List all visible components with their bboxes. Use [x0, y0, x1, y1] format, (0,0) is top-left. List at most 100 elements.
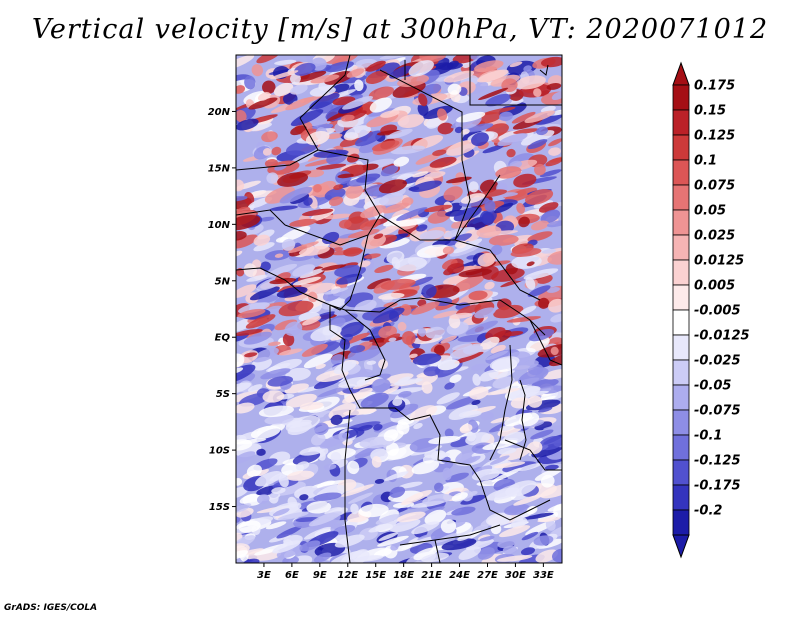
field-cell — [360, 205, 386, 219]
field-cell — [250, 425, 281, 440]
field-cell — [236, 503, 252, 513]
field-cell — [236, 550, 248, 561]
field-cell — [540, 56, 562, 68]
field-cell — [401, 331, 416, 345]
field-cell — [510, 247, 542, 257]
field-cell — [244, 192, 255, 206]
field-cell — [371, 378, 391, 393]
field-cell — [547, 250, 562, 265]
field-cell — [541, 249, 557, 254]
field-cell — [262, 390, 285, 403]
field-cell — [515, 75, 546, 90]
field-cell — [495, 166, 522, 179]
field-cell — [424, 509, 447, 525]
field-cell — [416, 244, 451, 258]
field-cell — [306, 501, 332, 514]
colorbar-label: -0.075 — [694, 404, 741, 419]
field-cell — [428, 436, 461, 445]
field-cell — [539, 169, 562, 177]
field-cell — [391, 219, 426, 227]
field-cell — [289, 73, 301, 84]
field-cell — [484, 199, 496, 212]
field-cell — [276, 526, 302, 539]
field-cell — [451, 492, 468, 502]
field-cell — [502, 545, 518, 555]
field-cell — [277, 172, 309, 187]
field-cell — [440, 335, 457, 344]
field-cell — [236, 118, 259, 131]
field-cell — [489, 356, 520, 371]
field-cell — [386, 128, 413, 139]
field-cell — [520, 547, 536, 556]
field-cell — [429, 156, 457, 168]
field-cell — [535, 549, 558, 563]
field-cell — [323, 213, 352, 220]
field-cell — [392, 398, 403, 406]
field-cell — [290, 109, 324, 127]
field-cell — [319, 432, 350, 449]
colorbar-segment — [672, 309, 690, 336]
field-cell — [397, 321, 407, 332]
field-cell — [527, 395, 543, 408]
field-cell — [285, 393, 317, 408]
field-cell — [299, 268, 326, 279]
field-cell — [315, 363, 326, 370]
field-cell — [282, 332, 295, 347]
field-cell — [455, 304, 482, 316]
field-cell — [454, 351, 484, 364]
field-cell — [396, 207, 428, 221]
field-cell — [443, 70, 475, 83]
field-cell — [299, 540, 321, 552]
field-cell — [494, 202, 514, 214]
field-cell — [389, 486, 406, 498]
colorbar-segment — [672, 234, 690, 261]
field-cell — [236, 439, 253, 451]
field-cell — [236, 109, 247, 123]
field-cell — [302, 316, 322, 326]
colorbar-label: 0.175 — [694, 79, 735, 94]
lon-tick-label: 18E — [393, 570, 414, 581]
field-cell — [544, 464, 559, 471]
field-cell — [333, 309, 353, 316]
field-cell — [485, 349, 520, 365]
colorbar-segment — [672, 334, 690, 361]
field-cell — [453, 206, 482, 222]
field-cell — [354, 299, 377, 314]
field-cell — [365, 70, 388, 84]
field-cell — [432, 149, 447, 156]
field-cell — [249, 286, 280, 301]
field-cell — [236, 486, 249, 499]
field-cell — [328, 196, 344, 206]
field-cell — [278, 348, 303, 356]
field-cell — [465, 320, 499, 335]
field-cell — [253, 234, 271, 246]
colorbar-label: 0.125 — [694, 129, 735, 144]
field-cell — [269, 277, 297, 285]
field-cell — [261, 131, 278, 143]
field-cell — [287, 496, 298, 508]
field-cell — [262, 80, 276, 94]
field-cell — [285, 97, 314, 111]
field-cell — [513, 128, 540, 134]
field-cell — [383, 373, 414, 384]
field-cell — [452, 274, 485, 293]
field-cell — [485, 388, 520, 396]
colorbar-segment — [672, 359, 690, 386]
field-cell — [493, 304, 524, 319]
field-cell — [308, 511, 342, 527]
field-cell — [322, 231, 340, 245]
field-cell — [299, 494, 309, 501]
field-cell — [479, 536, 495, 542]
field-cell — [524, 110, 556, 123]
field-cell — [244, 352, 258, 358]
field-cell — [346, 68, 365, 78]
field-cell — [258, 216, 275, 222]
field-cell — [493, 461, 526, 469]
field-cell — [386, 444, 418, 460]
field-cell — [388, 387, 425, 395]
field-cell — [437, 122, 454, 135]
lon-tick-label: 12E — [337, 570, 358, 581]
field-cell — [285, 415, 321, 433]
field-cell — [236, 478, 243, 486]
field-cell — [548, 147, 562, 156]
